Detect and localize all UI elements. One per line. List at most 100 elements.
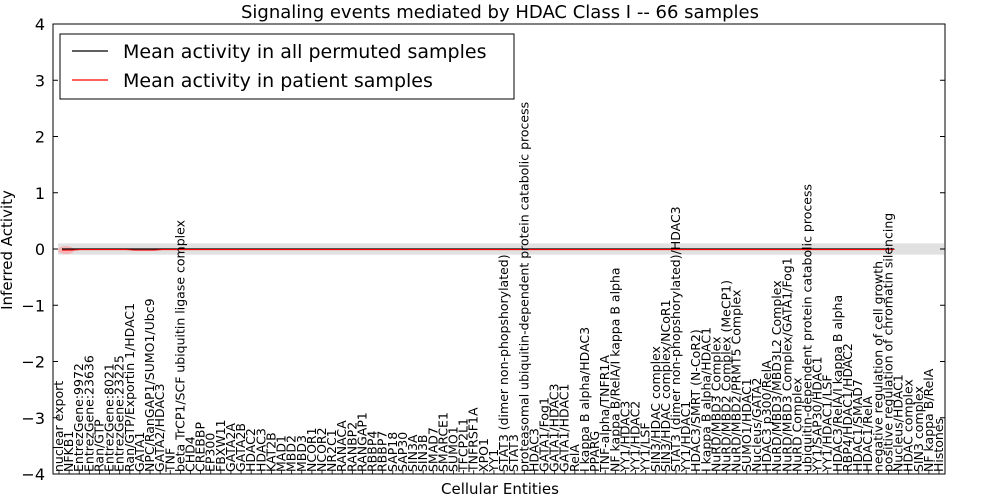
x-tick-label: NCOR1 xyxy=(304,427,319,472)
x-tick-label: TNF xyxy=(162,448,177,473)
x-tick-label: NR2C1 xyxy=(324,429,339,472)
x-axis-label: Cellular Entities xyxy=(441,480,559,498)
x-tick-label: YY1/SAP30/HDAC1 xyxy=(810,356,825,473)
x-tick-label: YY1/HDAC3 xyxy=(617,401,632,473)
x-tick-label: RelA xyxy=(567,444,582,472)
x-tick-label: NuRD/MBD2 Complex (MeCP1) xyxy=(719,280,734,472)
x-tick-label: NuRD/MBD3 Complex xyxy=(709,336,724,472)
x-tick-label: RANBP2 xyxy=(344,422,359,472)
x-tick-label: HDAC3 xyxy=(253,428,268,472)
x-tick-label: positive regulation of chromatin silenci… xyxy=(880,213,895,472)
y-tick-label: −1 xyxy=(21,296,45,315)
x-tick-label: SIN3 complex xyxy=(911,386,926,472)
x-tick-label: TNF-alpha/TNFR1A xyxy=(597,355,612,473)
x-tick-label: STAT3 xyxy=(506,434,521,472)
x-tick-label: NPC/RanGAP1/SUMO1/Ubc9 xyxy=(142,298,157,472)
x-tick-label: EntrezGene:9972 xyxy=(71,363,86,472)
x-tick-label: SMARCE1 xyxy=(435,412,450,472)
x-tick-label: GATA2A xyxy=(223,423,238,472)
x-tick-label: ubiquitin-dependent protein catabolic pr… xyxy=(800,184,815,472)
x-tick-label-layer: nuclear exportNFKB1EntrezGene:9972Entrez… xyxy=(51,102,946,474)
x-tick-label: SIN3A xyxy=(405,434,420,472)
x-tick-label: GATA1 xyxy=(132,432,147,472)
x-tick-label: SUMO1 xyxy=(446,426,461,472)
x-tick-label: SIN3/HDAC complex/NCoR1 xyxy=(658,299,673,472)
x-tick-label: EntrezGene:8021 xyxy=(102,363,117,472)
x-tick-label: YY1 xyxy=(486,449,501,473)
x-tick-label: MBD2 xyxy=(284,435,299,472)
x-tick-label: GATA1/HDAC1 xyxy=(557,384,572,472)
x-tick-label: GATA1/HDAC3 xyxy=(547,384,562,472)
x-tick-label: HDAC3 p300/RelA xyxy=(759,360,774,472)
x-tick-label: STAT3 (dimer non-phopshorylated)/HDAC3 xyxy=(668,206,683,472)
x-tick-label: Nucleus/HDAC1 xyxy=(891,374,906,472)
y-tick-label: −4 xyxy=(21,465,45,484)
legend-box xyxy=(59,33,515,100)
x-tick-label: HDAC1/RelA xyxy=(860,396,875,472)
y-tick-label: −3 xyxy=(21,409,45,428)
y-tick-label: 2 xyxy=(35,128,45,147)
legend-label-patient: Mean activity in patient samples xyxy=(123,70,433,92)
x-tick-label: HDAC complex xyxy=(901,379,916,472)
y-axis-label: Inferred Activity xyxy=(0,190,16,310)
x-tick-label: FBXW11 xyxy=(213,419,228,472)
x-tick-label: Ran/GTP/Exportin 1/HDAC1 xyxy=(122,303,137,472)
plot-frame xyxy=(52,23,946,475)
x-tick-label: RBBP4 xyxy=(365,431,380,472)
y-tick-label: 3 xyxy=(35,71,45,90)
x-tick-label: HDAC3/RelA/I kappa B alpha xyxy=(830,295,845,472)
x-tick-label: Histones xyxy=(931,418,946,472)
x-tick-label: nuclear export xyxy=(51,381,66,472)
x-tick-label: TNFRSF1A xyxy=(466,407,481,473)
x-tick-label: NF kappa B/RelA xyxy=(921,368,936,472)
y-tick-layer: −4 −3 −2 −1 0 1 2 3 4 xyxy=(21,15,945,484)
x-tick-label: SAP18 xyxy=(385,432,400,472)
x-tick-label: MBD3 xyxy=(294,435,309,472)
x-tick-label: YY1/HDAC1/LSF xyxy=(820,374,835,473)
x-tick-label: Nucleus/GATA2 xyxy=(749,378,764,472)
x-tick-label: HDAC3/SMRT (N-CoR2) xyxy=(688,329,703,472)
x-tick-label: GATA2B xyxy=(233,423,248,472)
legend-label-permuted: Mean activity in all permuted samples xyxy=(123,41,486,63)
x-tick-label: Ran/GTP xyxy=(92,419,107,472)
x-tick-label: NF kappa B/RelA/I kappa B alpha xyxy=(607,267,622,472)
x-tick-label: RANACA xyxy=(334,420,349,472)
x-tick-label: negative regulation of cell growth xyxy=(870,261,885,472)
x-tick-label: NuRD/MBD2/PRMT5 Complex xyxy=(729,290,744,472)
x-tick-label: I kappa B alpha/HDAC1 xyxy=(698,327,713,472)
x-tick-label: GATA2/HDAC3 xyxy=(152,384,167,472)
x-tick-label: SIN3/HDAC complex xyxy=(648,346,663,472)
x-tick-label: NuRD/MBD3/MBD3L2 Complex xyxy=(769,280,784,472)
x-tick-label: XPO1 xyxy=(476,438,491,472)
y-tick-label: 4 xyxy=(35,15,45,34)
x-tick-label: HDAC1/SMAD7 xyxy=(850,379,865,472)
x-tick-label: MAD1 xyxy=(274,435,289,472)
x-tick-label: SMAD7 xyxy=(425,427,440,472)
x-tick-label: HDAC3 xyxy=(526,428,541,472)
y-tick-label: −2 xyxy=(21,353,45,372)
chart-title: Signaling events mediated by HDAC Class … xyxy=(241,2,759,23)
series-line-patient xyxy=(62,249,895,251)
x-tick-label: TFCP2L1 xyxy=(456,418,471,473)
x-tick-label: NFKB1 xyxy=(61,431,76,472)
x-tick-label: RBP4/HDAC1/HDAC2 xyxy=(840,343,855,472)
axes-frame xyxy=(52,23,946,475)
y-tick-label: 1 xyxy=(35,184,45,203)
series-layer xyxy=(62,248,895,251)
x-tick-label: SAP30 xyxy=(395,432,410,472)
x-tick-label: YY1/LSF xyxy=(638,422,653,473)
legend: Mean activity in all permuted samples Me… xyxy=(59,33,515,100)
x-tick-label: SIN3B xyxy=(415,435,430,473)
x-tick-label: STAT3 (dimer non-phopshorylated) xyxy=(496,254,511,472)
x-tick-label: NCOR2 xyxy=(314,427,329,472)
x-tick-label: EntrezGene:23636 xyxy=(81,355,96,472)
x-tick-label: NuRD Complex xyxy=(789,378,804,472)
x-tick-label: YY1/HDAC1 xyxy=(678,401,693,473)
x-tick-label: EP300 xyxy=(203,433,218,472)
x-tick-label: RANGAP1 xyxy=(354,412,369,472)
y-tick-label: 0 xyxy=(35,240,45,259)
x-tick-label: proteasomal ubiquitin-dependent protein … xyxy=(516,102,531,472)
x-tick-label: PPARG xyxy=(587,431,602,472)
x-tick-label: YY1/HDAC2 xyxy=(628,401,643,473)
